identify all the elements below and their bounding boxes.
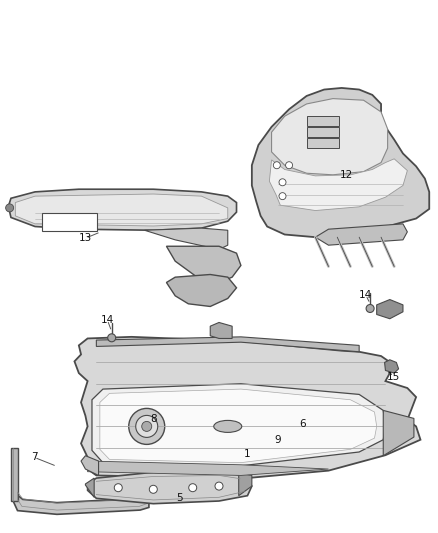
Circle shape (286, 161, 293, 169)
Text: 1: 1 (244, 449, 251, 459)
Text: 7: 7 (31, 453, 38, 462)
Text: 9: 9 (275, 435, 282, 445)
Polygon shape (269, 159, 407, 211)
Polygon shape (166, 274, 237, 306)
Polygon shape (383, 410, 414, 456)
Circle shape (149, 485, 157, 494)
Circle shape (279, 192, 286, 200)
Polygon shape (252, 88, 429, 237)
Text: 15: 15 (387, 372, 400, 382)
Polygon shape (385, 360, 399, 373)
Polygon shape (9, 189, 237, 230)
Text: 5: 5 (176, 494, 183, 503)
Circle shape (215, 482, 223, 490)
Polygon shape (239, 473, 252, 496)
Bar (307, 116, 339, 126)
Circle shape (273, 161, 280, 169)
Circle shape (279, 179, 286, 186)
Text: 14: 14 (359, 290, 372, 300)
Bar (307, 127, 339, 137)
Polygon shape (11, 448, 18, 501)
Circle shape (6, 204, 14, 212)
Polygon shape (377, 300, 403, 319)
Circle shape (136, 415, 158, 438)
Text: 12: 12 (340, 170, 353, 180)
Polygon shape (145, 228, 228, 249)
Circle shape (108, 334, 116, 342)
Polygon shape (100, 389, 377, 463)
Polygon shape (92, 384, 385, 466)
Polygon shape (81, 456, 99, 475)
Text: 13: 13 (79, 233, 92, 243)
Polygon shape (166, 246, 241, 282)
Polygon shape (88, 461, 328, 475)
Polygon shape (13, 491, 149, 514)
Text: 14: 14 (101, 315, 114, 325)
Text: 6: 6 (299, 419, 306, 429)
Circle shape (189, 483, 197, 492)
Polygon shape (88, 472, 252, 504)
Polygon shape (15, 194, 228, 226)
Circle shape (366, 304, 374, 312)
Polygon shape (315, 224, 407, 245)
Bar (307, 138, 339, 148)
Circle shape (142, 422, 152, 431)
Circle shape (114, 483, 122, 492)
Circle shape (129, 408, 165, 445)
Polygon shape (74, 337, 420, 479)
Polygon shape (96, 337, 359, 352)
Polygon shape (210, 322, 232, 338)
Bar (42, 213, 97, 231)
Text: 8: 8 (150, 414, 157, 424)
Polygon shape (85, 478, 94, 497)
Ellipse shape (214, 421, 242, 432)
Polygon shape (272, 99, 388, 175)
